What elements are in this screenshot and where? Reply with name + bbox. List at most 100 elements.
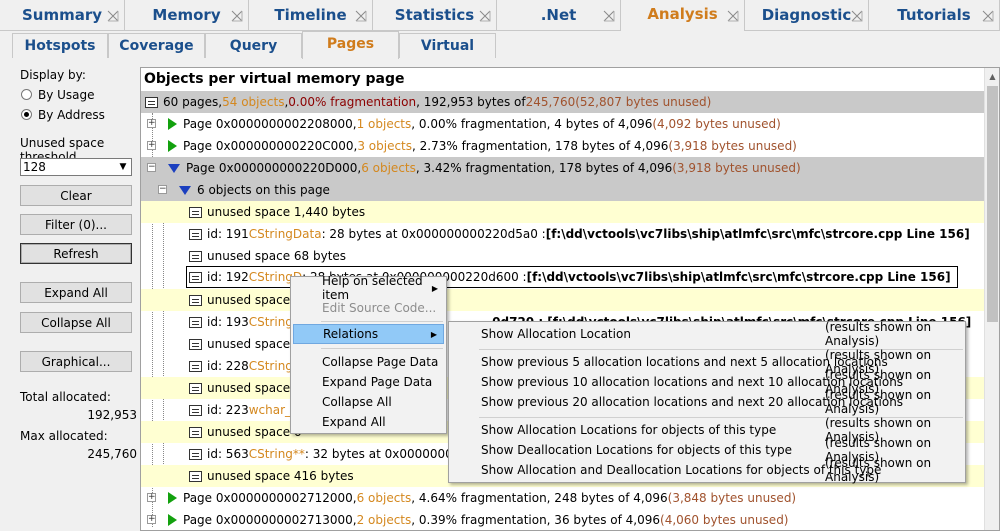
unused-space-row[interactable]: unused space 6 <box>141 333 986 355</box>
row-text: unused space 68 bytes <box>207 249 347 263</box>
threshold-select[interactable]: 128 ▼ <box>20 158 132 176</box>
results-note: (results shown on Analysis) <box>825 320 932 348</box>
relation-alloc-dealloc-type[interactable]: Show Allocation and Deallocation Locatio… <box>451 456 963 484</box>
page-row[interactable]: Page 0x0000000002712000, 6 objects, 4.64… <box>141 487 986 509</box>
object-row[interactable]: id: 563 CString ** : 32 bytes at 0x00000… <box>141 443 986 465</box>
menu-expand-all[interactable]: Expand All <box>293 412 444 432</box>
refresh-button[interactable]: Refresh <box>20 243 132 264</box>
summary-row[interactable]: 60 pages, 54 objects, 0.00% fragmentatio… <box>141 91 986 113</box>
collapse-icon[interactable]: − <box>158 184 167 194</box>
expand-icon[interactable]: + <box>147 118 156 128</box>
object-info: : 28 bytes at 0x000000000220d5a0 : <box>321 227 546 241</box>
page-unused: (3,848 bytes unused) <box>667 491 797 505</box>
page-address: Page 0x000000000220C000, <box>183 139 358 153</box>
radio-by-usage-label[interactable]: By Usage <box>38 88 95 102</box>
page-row[interactable]: Page 0x0000000002713000, 2 objects, 0.39… <box>141 509 986 530</box>
relation-prev-next-20[interactable]: Show previous 20 allocation locations an… <box>451 388 963 416</box>
relation-dealloc-type[interactable]: Show Deallocation Locations for objects … <box>451 436 963 464</box>
results-note: (results shown on Analysis) <box>825 436 932 464</box>
radio-by-address-label[interactable]: By Address <box>38 108 105 122</box>
object-row[interactable]: id: 228 CStringD <box>141 355 986 377</box>
close-icon[interactable] <box>727 10 739 22</box>
subtab-label: Virtual <box>420 38 475 54</box>
unused-space-row[interactable]: unused space 2 <box>141 289 986 311</box>
object-id: id: 563 <box>207 447 249 461</box>
object-type: CStringD <box>248 315 303 329</box>
relation-prev-next-5[interactable]: Show previous 5 allocation locations and… <box>451 348 963 376</box>
tab-label: Statistics <box>394 6 475 24</box>
tab-timeline[interactable]: Timeline <box>249 0 373 31</box>
close-icon[interactable] <box>355 10 367 22</box>
relation-prev-next-10[interactable]: Show previous 10 allocation locations an… <box>451 368 963 396</box>
menu-expand-page[interactable]: Expand Page Data <box>293 372 444 392</box>
menu-collapse-all[interactable]: Collapse All <box>293 392 444 412</box>
graphical-button[interactable]: Graphical... <box>20 351 132 372</box>
tab-summary[interactable]: Summary <box>0 0 125 31</box>
tab-memory[interactable]: Memory <box>125 0 249 31</box>
summary-fragmentation: 0.00% fragmentation <box>288 95 417 109</box>
row-text: unused space 6 <box>207 425 302 439</box>
unused-space-row[interactable]: unused space 1,440 bytes <box>141 201 986 223</box>
menu-relations[interactable]: Relations ▶ <box>293 324 444 344</box>
page-fragmentation: , 0.39% fragmentation, 36 bytes of 4,096 <box>411 513 661 527</box>
expand-icon[interactable]: + <box>147 514 156 524</box>
menu-collapse-page[interactable]: Collapse Page Data <box>293 352 444 372</box>
collapse-all-button[interactable]: Collapse All <box>20 312 132 333</box>
page-title: Objects per virtual memory page <box>144 71 405 87</box>
chevron-down-icon[interactable]: ▼ <box>119 162 127 172</box>
subtab-pages[interactable]: Pages <box>302 31 399 59</box>
tab-analysis[interactable]: Analysis <box>621 0 745 31</box>
expanded-icon <box>179 185 191 195</box>
tab-diagnostic[interactable]: Diagnostic <box>745 0 869 31</box>
expand-icon[interactable]: + <box>147 140 156 150</box>
note-icon <box>189 206 202 218</box>
filter-button[interactable]: Filter (0)... <box>20 214 132 235</box>
close-icon[interactable] <box>851 10 863 22</box>
close-icon[interactable] <box>982 10 994 22</box>
vertical-scrollbar[interactable]: ▲ <box>984 68 999 530</box>
row-text: unused space 2 <box>207 293 302 307</box>
relation-show-allocation[interactable]: Show Allocation Location (results shown o… <box>451 320 963 348</box>
close-icon[interactable] <box>231 10 243 22</box>
object-row[interactable]: id: 191 CStringData : 28 bytes at 0x0000… <box>141 223 986 245</box>
unused-space-row[interactable]: unused space 68 bytes <box>141 245 986 267</box>
close-icon[interactable] <box>107 10 119 22</box>
tab-net[interactable]: .Net <box>497 0 621 31</box>
left-panel: Display by: By Usage By Address Unused s… <box>0 58 140 531</box>
summary-sep: , <box>284 95 289 109</box>
note-icon <box>189 316 202 328</box>
subtab-coverage[interactable]: Coverage <box>108 33 205 58</box>
menu-label: Relations <box>323 327 379 341</box>
subtab-hotspots[interactable]: Hotspots <box>12 33 108 58</box>
scroll-thumb[interactable] <box>987 86 998 322</box>
page-row-expanded[interactable]: Page 0x000000000220D000, 6 objects, 3.42… <box>141 157 986 179</box>
collapse-icon[interactable]: − <box>147 162 156 172</box>
objects-group-row[interactable]: 6 objects on this page <box>141 179 986 201</box>
close-icon[interactable] <box>479 10 491 22</box>
expand-icon[interactable]: + <box>147 492 156 502</box>
menu-label: Show previous 20 allocation locations an… <box>481 395 904 409</box>
object-row[interactable]: id: 223 wchar_t <box>141 399 986 421</box>
scroll-up-icon[interactable]: ▲ <box>989 72 996 81</box>
relation-alloc-type[interactable]: Show Allocation Locations for objects of… <box>451 416 963 444</box>
object-ref: ** <box>292 447 305 461</box>
page-row[interactable]: Page 0x000000000220C000, 3 objects, 2.73… <box>141 135 986 157</box>
page-row[interactable]: Page 0x0000000002208000, 1 objects, 0.00… <box>141 113 986 135</box>
object-info: : 32 bytes at 0x00000000022 <box>304 447 484 461</box>
relations-submenu: Show Allocation Location (results shown o… <box>448 320 966 484</box>
page-address: Page 0x0000000002208000, <box>183 117 357 131</box>
menu-help[interactable]: Help on selected item ▶ <box>293 274 444 302</box>
tab-statistics[interactable]: Statistics <box>373 0 497 31</box>
radio-by-usage[interactable] <box>21 89 32 100</box>
close-icon[interactable] <box>603 10 615 22</box>
expand-all-button[interactable]: Expand All <box>20 282 132 303</box>
clear-button[interactable]: Clear <box>20 185 132 206</box>
note-icon <box>189 294 202 306</box>
subtab-virtual[interactable]: Virtual <box>399 33 496 58</box>
subtab-query[interactable]: Query <box>205 33 302 58</box>
row-text: unused space 1,440 bytes <box>207 205 366 219</box>
radio-by-address[interactable] <box>21 109 32 120</box>
page-objects: 6 objects <box>361 161 416 175</box>
page-address: Page 0x0000000002712000, <box>183 491 357 505</box>
tab-tutorials[interactable]: Tutorials <box>869 0 1000 31</box>
